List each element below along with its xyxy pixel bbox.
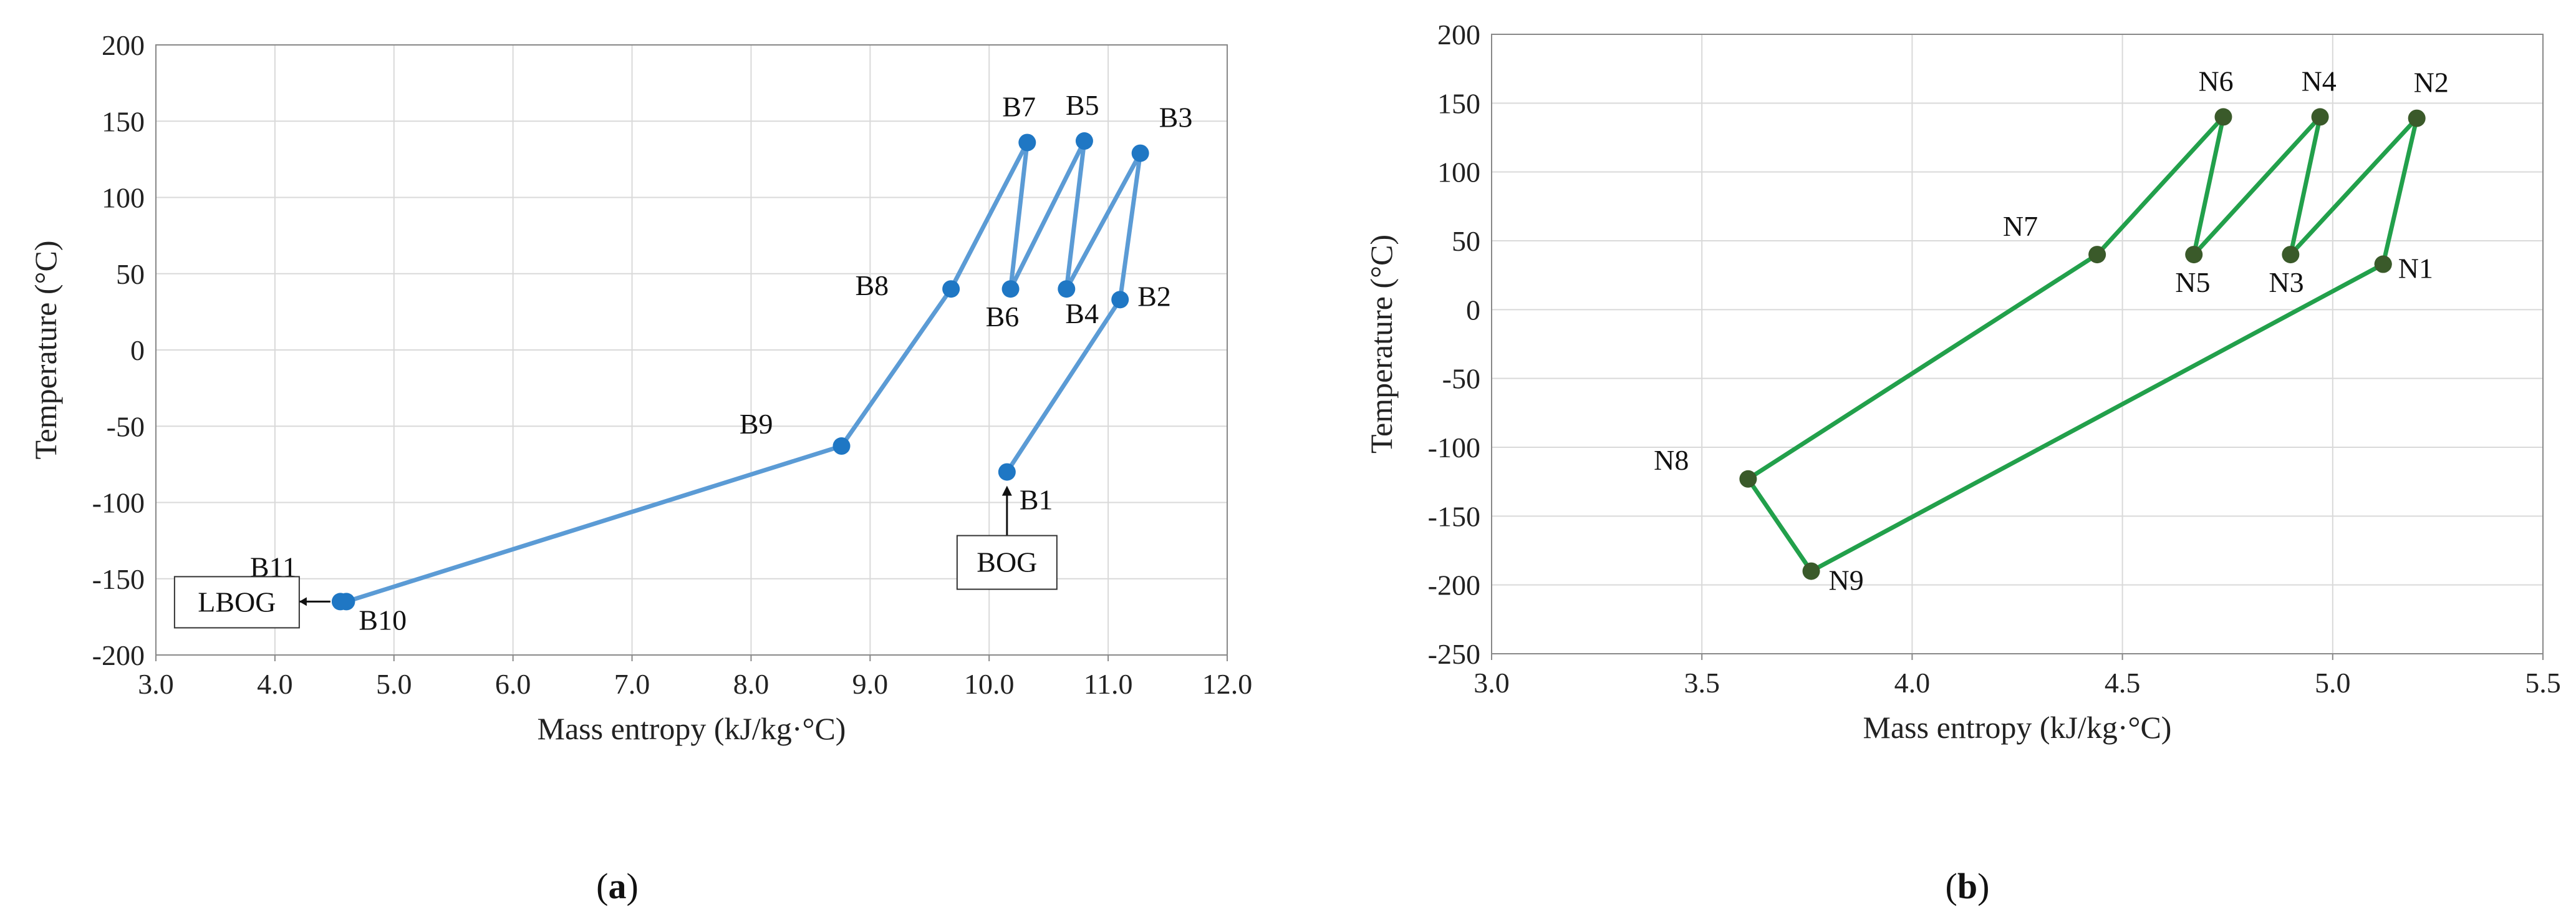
plot-area-border [1491, 34, 2544, 654]
point-label: B7 [1002, 90, 1036, 122]
x-axis-label: Mass entropy (kJ/kg·°C) [538, 711, 846, 746]
data-point [2088, 246, 2106, 264]
point-label: B4 [1065, 298, 1099, 329]
x-tick-label: 4.0 [257, 668, 293, 700]
point-label: B10 [359, 604, 407, 636]
data-point [2311, 108, 2329, 126]
data-point [998, 463, 1016, 481]
lbog-label: LBOG [198, 586, 276, 618]
data-point [2214, 108, 2232, 126]
panel-caption: (a) [596, 866, 639, 906]
point-label: B9 [740, 408, 773, 440]
x-tick-label: 11.0 [1084, 668, 1133, 700]
y-tick-label: -50 [1442, 363, 1480, 395]
y-tick-label: -150 [1428, 500, 1480, 532]
x-tick-label: 4.5 [2105, 667, 2141, 699]
y-tick-label: -200 [1428, 570, 1480, 601]
panel-caption: (b) [1946, 866, 1990, 906]
y-axis-label: Temperature (°C) [28, 240, 63, 459]
point-label: N1 [2398, 253, 2433, 284]
data-point [832, 437, 851, 455]
x-tick-label: 10.0 [964, 668, 1015, 700]
y-tick-label: 0 [130, 334, 145, 366]
bog-box [956, 535, 1058, 590]
x-tick-label: 9.0 [852, 668, 889, 700]
data-point [1111, 291, 1129, 309]
y-tick-label: 150 [1437, 87, 1480, 119]
x-tick-label: 5.5 [2525, 667, 2561, 699]
data-point [1131, 144, 1149, 162]
chart-panel-0: 3.0 4.0 5.0 6.0 7.0 8.0 9.0 10.0 11.0 12.0 -200 -15… [28, 29, 1252, 906]
y-tick-label: -50 [107, 410, 145, 442]
series-line [340, 138, 1143, 604]
y-tick-label: 200 [1437, 19, 1480, 51]
series-line [1745, 114, 2419, 574]
y-tick-label: 100 [1437, 157, 1480, 188]
y-tick-label: -100 [92, 487, 145, 519]
y-tick-label: 200 [102, 29, 145, 61]
data-point [1058, 280, 1076, 298]
point-label: N9 [1829, 565, 1864, 596]
x-tick-label: 5.0 [2315, 667, 2351, 699]
y-tick-label: -200 [92, 639, 145, 671]
y-tick-label: -150 [92, 563, 145, 595]
y-tick-label: 0 [1466, 294, 1480, 326]
point-label: B5 [1066, 89, 1099, 121]
point-label: N7 [2003, 210, 2038, 242]
data-point [1739, 470, 1757, 488]
data-point [1802, 562, 1820, 580]
data-point [2185, 246, 2203, 264]
x-tick-label: 6.0 [495, 668, 531, 700]
data-point [2374, 255, 2392, 273]
y-tick-label: 150 [102, 105, 145, 137]
x-tick-label: 4.0 [1894, 667, 1931, 699]
x-tick-label: 3.0 [1474, 667, 1510, 699]
data-point [2282, 246, 2300, 264]
plot-area-border [155, 44, 1228, 656]
data-point [331, 593, 349, 611]
y-tick-label: 100 [102, 182, 145, 214]
point-label: N4 [2302, 65, 2337, 97]
bog-label: BOG [977, 546, 1037, 578]
point-label: B3 [1159, 102, 1193, 133]
point-label: B8 [855, 269, 889, 301]
x-tick-label: 3.0 [138, 668, 174, 700]
point-label: N5 [2175, 266, 2210, 298]
point-label: N3 [2269, 266, 2303, 298]
lbog-box [173, 576, 300, 629]
chart-panel-1: 3.0 3.5 4.0 4.5 5.0 5.5 -250 -200 -150 -100 -50 0 50… [1364, 19, 2561, 906]
point-label: B6 [986, 301, 1020, 332]
point-label: N2 [2414, 67, 2449, 99]
lbog-arrowhead [299, 597, 307, 606]
x-tick-label: 12.0 [1202, 668, 1253, 700]
data-point [1018, 133, 1036, 152]
bog-arrowhead [1001, 485, 1012, 496]
point-label: B2 [1137, 280, 1171, 312]
x-tick-label: 7.0 [614, 668, 650, 700]
data-point [1001, 280, 1020, 298]
x-tick-label: 8.0 [733, 668, 769, 700]
data-point [1075, 132, 1093, 150]
x-tick-label: 3.5 [1684, 667, 1720, 699]
x-tick-label: 5.0 [376, 668, 412, 700]
y-tick-label: -100 [1428, 432, 1480, 463]
y-tick-label: 50 [1452, 225, 1480, 257]
y-axis-label: Temperature (°C) [1364, 235, 1399, 454]
y-tick-label: -250 [1428, 638, 1480, 670]
y-tick-label: 50 [116, 258, 145, 290]
data-point [2408, 109, 2426, 127]
point-label: N6 [2198, 65, 2233, 97]
point-label: N8 [1654, 444, 1689, 476]
point-label: B1 [1020, 484, 1053, 516]
data-point [942, 280, 960, 298]
x-axis-label: Mass entropy (kJ/kg·°C) [1863, 710, 2172, 745]
